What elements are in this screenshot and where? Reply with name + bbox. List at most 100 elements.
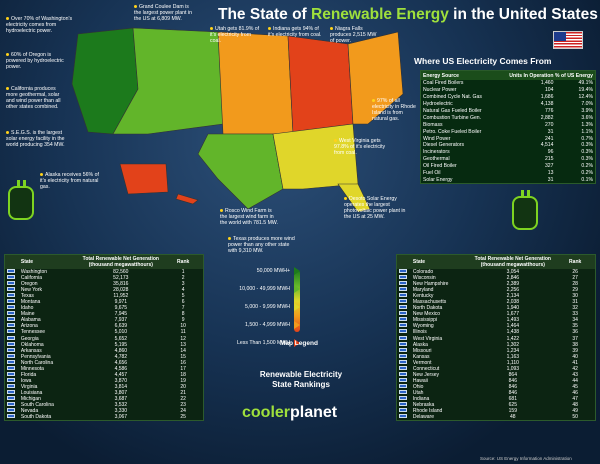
map-hawaii: [175, 193, 199, 205]
legend-item: 5,000 - 9,999 MWH: [228, 298, 358, 316]
table-row: Virginia 3,814 20: [5, 383, 203, 390]
state-flag-icon: [399, 383, 413, 390]
map-plains-region: [217, 31, 294, 135]
map-florida: [337, 183, 371, 213]
state-flag-icon: [7, 275, 21, 281]
rankings-title: Renewable Electricity State Rankings: [259, 370, 343, 389]
map-south-region: [272, 123, 359, 190]
state-flag-icon: [399, 335, 413, 342]
state-flag-icon: [7, 389, 21, 396]
table-row: New Mexico 1,677 33: [397, 311, 595, 317]
annotation-alaska: Alaska receives 56% of it's electricity …: [40, 172, 99, 190]
table-row: Oklahoma 5,195 13: [5, 341, 203, 348]
table-header: Energy Source Units In Operation % of US…: [421, 71, 595, 80]
table-row: Wyoming 1,464 35: [397, 323, 595, 329]
map-texas: [197, 133, 284, 210]
table-row: Oil Fired Boiler 327 0.2%: [423, 163, 593, 170]
annotation-grand-coulee: Grand Coulee Dam is the largest power pl…: [134, 4, 192, 22]
legend-arrow-icon: [294, 303, 300, 311]
table-row: South Carolina 3,532 23: [5, 402, 203, 408]
state-flag-icon: [399, 329, 413, 335]
table-row: Michigan 3,687 22: [5, 396, 203, 402]
state-flag-icon: [399, 341, 413, 348]
annotation-texas: Texas produces more wind power than any …: [228, 236, 295, 254]
page-title: The State of Renewable Energy in the Uni…: [218, 6, 598, 23]
table-row: Massachusetts 2,038 31: [397, 299, 595, 305]
table-row: Tennessee 5,010 11: [5, 329, 203, 335]
state-flag-icon: [7, 341, 21, 348]
state-flag-icon: [7, 305, 21, 311]
table-row: Colorado 3,054 26: [397, 269, 595, 275]
table-row: Indiana 681 47: [397, 396, 595, 402]
table-row: Illinois 1,438 36: [397, 329, 595, 335]
table-row: Wisconsin 2,846 27: [397, 275, 595, 281]
state-flag-icon: [7, 396, 21, 402]
state-flag-icon: [399, 299, 413, 305]
table-row: Vermont 1,110 41: [397, 359, 595, 366]
table-header: State Total Renewable Net Generation (tho…: [5, 255, 203, 269]
table-row: Biomass 270 1.3%: [423, 121, 593, 128]
plug-icon: [8, 180, 34, 220]
state-flag-icon: [399, 365, 413, 372]
table-row: Kansas 1,163 40: [397, 353, 595, 360]
table-row: Kentucky 2,134 30: [397, 293, 595, 299]
legend-arrow-icon: [294, 267, 300, 275]
us-flag-icon: [553, 31, 583, 49]
states-table-right: State Total Renewable Net Generation (tho…: [396, 254, 596, 422]
state-flag-icon: [7, 323, 21, 329]
table-row: Hydroelectric 4,138 7.0%: [423, 101, 593, 108]
state-flag-icon: [399, 414, 413, 420]
energy-source-table: Energy Source Units In Operation % of US…: [420, 70, 596, 185]
legend-arrow-icon: [294, 285, 300, 293]
legend-item: 1,500 - 4,999 MWH: [228, 316, 358, 334]
table-row: Combined Cycle Nat. Gas 1,686 12.4%: [423, 94, 593, 101]
state-flag-icon: [399, 311, 413, 317]
state-flag-icon: [399, 396, 413, 402]
table-row: Georgia 5,652 12: [5, 335, 203, 342]
table-row: Arizona 6,639 10: [5, 323, 203, 329]
table-row: Florida 4,457 18: [5, 371, 203, 378]
table-row: Fuel Oil 13 0.2%: [423, 170, 593, 177]
annotation-segs: S.E.G.S. is the largest solar energy fac…: [6, 130, 65, 148]
table-row: New York 28,028 4: [5, 287, 203, 293]
map-midwest-region: [287, 35, 354, 135]
legend-item: 10,000 - 49,999 MWH: [228, 280, 358, 298]
state-flag-icon: [399, 377, 413, 384]
table-row: North Carolina 4,656 16: [5, 359, 203, 366]
state-flag-icon: [399, 408, 413, 414]
legend-arrow-icon: [294, 321, 300, 329]
table-row: Utah 846 46: [397, 389, 595, 396]
state-flag-icon: [7, 317, 21, 323]
table-row: Nuclear Power 104 19.4%: [423, 87, 593, 94]
table-row: Natural Gas Fueled Boiler 776 3.9%: [423, 108, 593, 114]
state-flag-icon: [399, 402, 413, 408]
table-header: State Total Renewable Net Generation (tho…: [397, 255, 595, 269]
state-flag-icon: [399, 389, 413, 396]
state-flag-icon: [399, 293, 413, 299]
table-row: Iowa 3,870 19: [5, 377, 203, 384]
state-flag-icon: [7, 287, 21, 293]
state-flag-icon: [7, 335, 21, 342]
state-flag-icon: [399, 359, 413, 366]
table-row: Nebraska 625 48: [397, 402, 595, 408]
table-row: Idaho 9,675 7: [5, 305, 203, 311]
state-flag-icon: [7, 311, 21, 317]
annotation-desoto: Desoto Solar Energy operates the largest…: [344, 196, 406, 220]
state-flag-icon: [399, 347, 413, 354]
table-row: Alabama 7,937 9: [5, 317, 203, 323]
table-row: Nevada 3,330 24: [5, 408, 203, 414]
annotation-rosco: Rosco Wind Farm is the largest wind farm…: [220, 208, 278, 226]
coolerplanet-logo[interactable]: coolerplanet: [242, 404, 338, 421]
plug-icon: [512, 190, 538, 230]
map-east-region: [347, 31, 404, 125]
state-flag-icon: [399, 281, 413, 287]
table-row: Rhode Island 159 49: [397, 408, 595, 414]
annotation-california: California produces more geothermal, sol…: [6, 86, 61, 110]
table-row: Minnesota 4,586 17: [5, 365, 203, 372]
state-flag-icon: [7, 347, 21, 354]
state-flag-icon: [7, 359, 21, 366]
annotation-niagara: Niagra Falls produces 2,515 MW of power.: [330, 26, 377, 44]
table-row: Louisiana 3,807 21: [5, 389, 203, 396]
table-row: Diesel Generators 4,514 0.3%: [423, 142, 593, 149]
table-row: Pennsylvania 4,782 15: [5, 353, 203, 360]
